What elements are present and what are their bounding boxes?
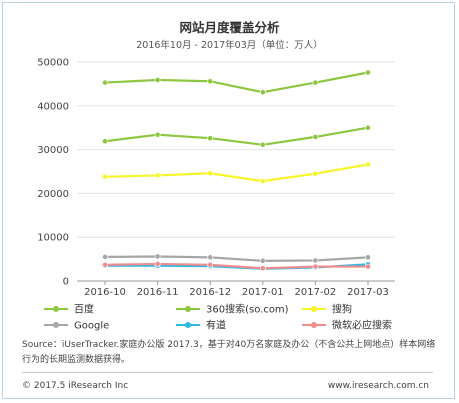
legend-swatch-dot bbox=[53, 322, 59, 328]
data-point-2-5 bbox=[365, 161, 371, 168]
data-point-5-3 bbox=[259, 265, 266, 272]
data-point-0-2 bbox=[207, 78, 214, 85]
series-line-5 bbox=[104, 262, 368, 270]
grid-lines bbox=[77, 61, 395, 285]
data-point-3-3 bbox=[259, 257, 266, 264]
chart-title: 网站月度覆盖分析 bbox=[179, 20, 280, 35]
data-point-1-4 bbox=[312, 133, 319, 140]
data-point-5-5 bbox=[365, 263, 371, 270]
x-axis-tick-labels: 2016-10 2016-11 2016-12 2017-01 2017-02 2017-… bbox=[84, 287, 389, 298]
data-point-3-5 bbox=[365, 254, 371, 261]
data-point-2-0 bbox=[102, 173, 108, 180]
data-point-2-1 bbox=[154, 172, 161, 179]
chart-subtitle: 2016年10月 - 2017年03月（单位：万人） bbox=[136, 40, 323, 51]
x-tick-label: 2016-10 bbox=[84, 287, 126, 298]
legend-label: Google bbox=[74, 321, 109, 332]
data-point-3-0 bbox=[102, 254, 108, 260]
data-point-3-4 bbox=[312, 257, 319, 264]
y-tick-label: 10000 bbox=[37, 233, 69, 244]
y-tick-label: 30000 bbox=[37, 145, 69, 156]
legend: 百度 360搜索(so.com) 搜狗 Google 有道 微软必应搜索 bbox=[44, 303, 392, 332]
data-point-3-1 bbox=[154, 253, 161, 260]
data-point-1-5 bbox=[365, 124, 371, 131]
y-tick-label: 50000 bbox=[37, 58, 69, 69]
data-point-5-2 bbox=[207, 261, 214, 268]
legend-label: 搜狗 bbox=[332, 303, 352, 316]
legend-label: 微软必应搜索 bbox=[332, 319, 392, 332]
series-line-1 bbox=[104, 126, 369, 146]
data-point-0-3 bbox=[259, 89, 266, 96]
chart-frame bbox=[2, 2, 455, 399]
legend-label: 360搜索(so.com) bbox=[206, 303, 289, 316]
series-lines bbox=[102, 69, 371, 272]
series-line-0 bbox=[104, 71, 369, 94]
data-point-0-4 bbox=[312, 79, 319, 86]
y-axis-tick-labels: 0 10000 20000 30000 40000 50000 bbox=[37, 58, 69, 288]
copyright-text: © 2017.5 iResearch Inc bbox=[22, 381, 129, 391]
footer-divider bbox=[22, 372, 433, 373]
data-point-0-1 bbox=[154, 77, 161, 83]
data-point-2-2 bbox=[207, 170, 214, 177]
data-point-1-1 bbox=[154, 131, 161, 138]
x-tick-label: 2017-02 bbox=[295, 287, 337, 298]
x-tick-label: 2016-11 bbox=[137, 287, 179, 298]
legend-label: 有道 bbox=[206, 319, 226, 332]
x-tick-label: 2017-01 bbox=[242, 287, 284, 298]
data-point-0-0 bbox=[102, 79, 108, 86]
y-tick-label: 0 bbox=[63, 277, 69, 288]
y-tick-label: 20000 bbox=[37, 189, 69, 200]
series-line-2 bbox=[104, 163, 369, 183]
data-point-5-4 bbox=[312, 263, 319, 270]
data-point-2-3 bbox=[259, 178, 266, 185]
data-point-1-0 bbox=[102, 138, 108, 145]
y-tick-label: 40000 bbox=[37, 101, 69, 112]
legend-label: 百度 bbox=[74, 303, 94, 316]
legend-swatch-dot bbox=[53, 306, 59, 312]
legend-swatch-dot bbox=[311, 306, 317, 312]
data-point-1-2 bbox=[207, 135, 214, 142]
legend-swatch-dot bbox=[311, 322, 317, 328]
x-tick-label: 2017-03 bbox=[347, 287, 389, 298]
data-point-5-0 bbox=[102, 261, 108, 268]
website-link[interactable]: www.iresearch.com.cn bbox=[327, 381, 429, 391]
data-point-5-1 bbox=[154, 261, 161, 267]
source-note: Source：iUserTracker.家庭办公版 2017.3，基于对40万名… bbox=[22, 340, 436, 365]
data-point-3-2 bbox=[207, 254, 214, 261]
data-point-2-4 bbox=[312, 170, 319, 177]
data-point-0-5 bbox=[365, 69, 371, 76]
legend-swatch-dot bbox=[185, 322, 191, 328]
series-line-3 bbox=[104, 255, 369, 262]
x-tick-label: 2016-12 bbox=[189, 287, 231, 298]
data-point-1-3 bbox=[259, 141, 266, 148]
legend-swatch-dot bbox=[185, 306, 191, 312]
